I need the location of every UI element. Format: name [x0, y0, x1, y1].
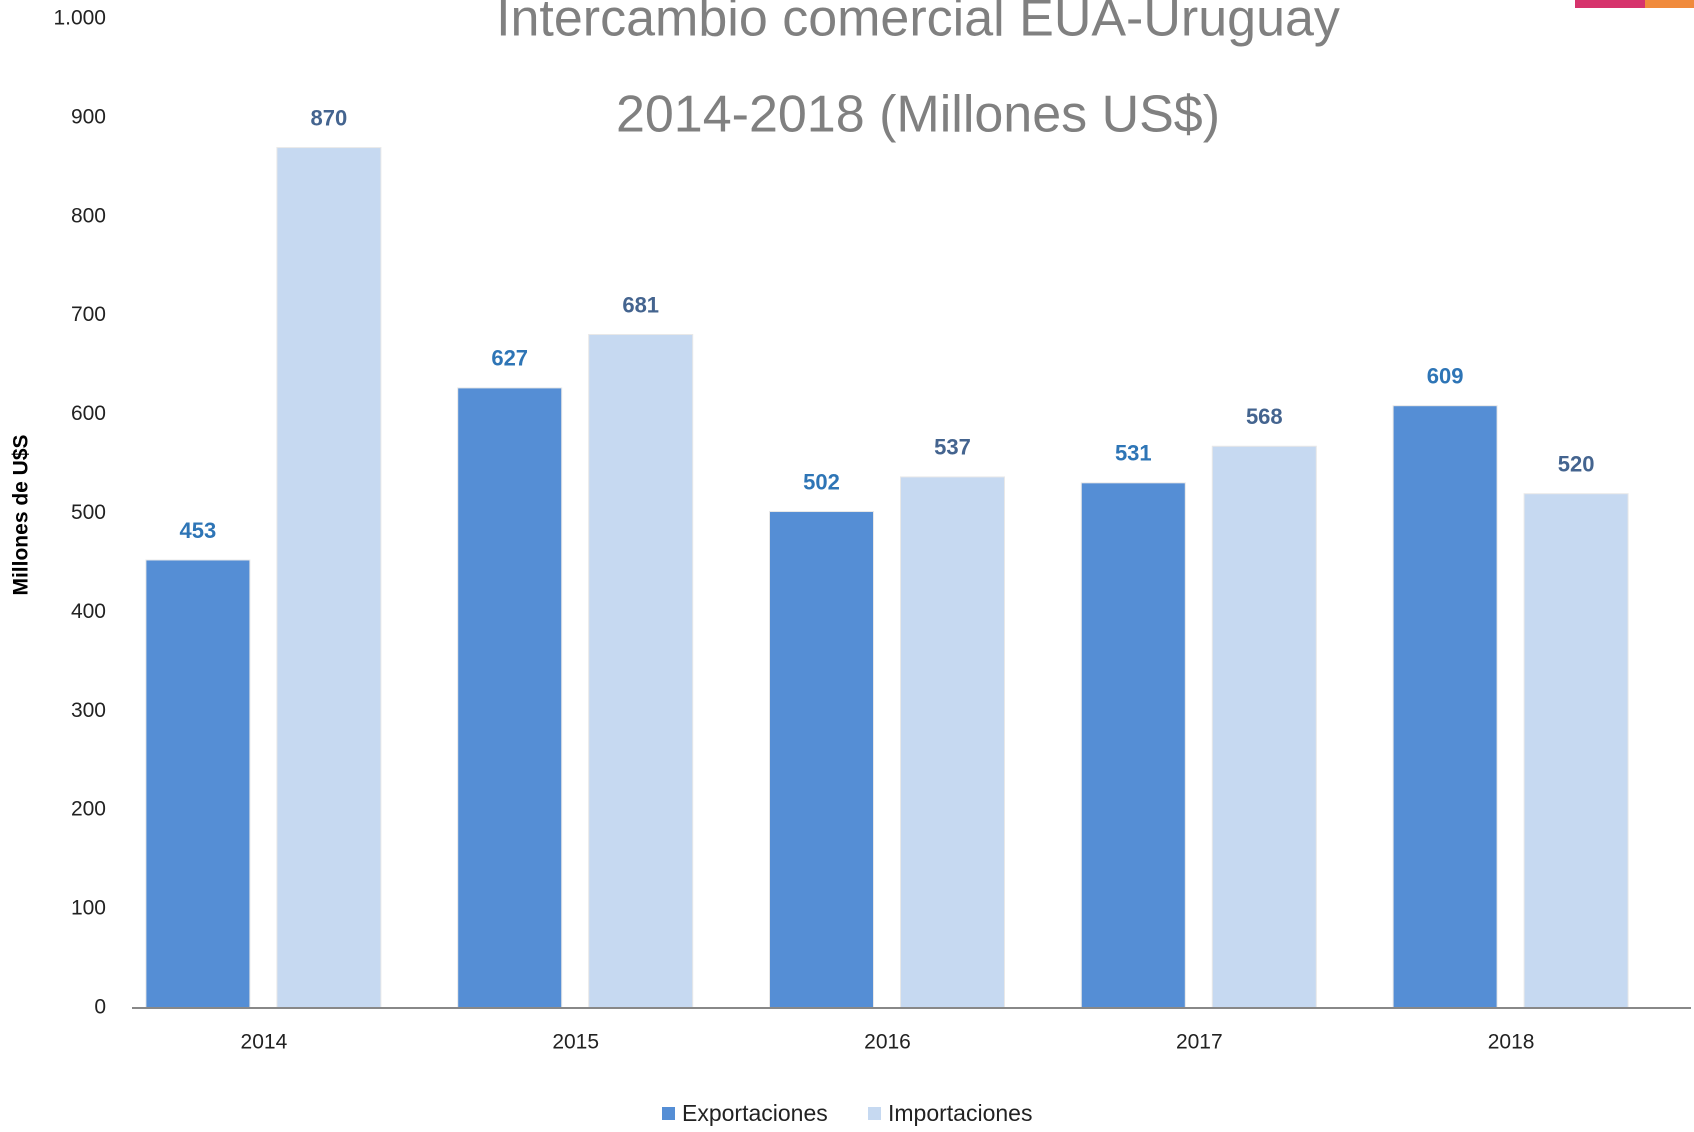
y-tick-label: 0	[94, 996, 106, 1019]
x-tick-label: 2014	[241, 1031, 288, 1054]
data-label: 502	[803, 469, 840, 494]
legend-label: Importaciones	[888, 1100, 1032, 1126]
data-label: 681	[622, 292, 659, 317]
bar	[1080, 482, 1186, 1009]
data-label: 870	[311, 105, 348, 130]
y-tick-label: 200	[71, 798, 106, 821]
x-tick-label: 2018	[1488, 1031, 1535, 1054]
logo-stripe	[1575, 0, 1645, 8]
bar	[457, 387, 563, 1009]
x-tick-label: 2016	[864, 1031, 911, 1054]
bar	[1392, 405, 1498, 1009]
y-tick-label: 600	[71, 402, 106, 425]
bar	[1523, 493, 1629, 1009]
bar	[145, 559, 251, 1009]
y-tick-label: 1.000	[53, 7, 106, 30]
y-tick-label: 100	[71, 897, 106, 920]
legend-swatch	[868, 1107, 881, 1120]
y-tick-label: 400	[71, 600, 106, 623]
bar	[1211, 445, 1317, 1009]
data-label: 453	[180, 518, 217, 543]
bar	[900, 476, 1005, 1009]
y-tick-label: 300	[71, 699, 106, 722]
legend-label: Exportaciones	[682, 1100, 828, 1126]
data-label: 531	[1115, 441, 1152, 466]
bar	[276, 147, 382, 1009]
x-tick-label: 2017	[1176, 1031, 1223, 1054]
chart-subtitle: 2014-2018 (Millones US$)	[616, 86, 1220, 144]
legend-swatch	[662, 1107, 675, 1120]
y-axis-label: Millones de U$S	[10, 434, 33, 595]
y-tick-label: 800	[71, 204, 106, 227]
logo-stripe	[1645, 0, 1694, 8]
y-tick-label: 900	[71, 105, 106, 128]
data-label: 627	[491, 346, 528, 371]
chart-title: Intercambio comercial EUA-Uruguay	[496, 0, 1340, 48]
data-label: 568	[1246, 404, 1283, 429]
x-tick-label: 2015	[552, 1031, 599, 1054]
data-label: 609	[1427, 364, 1464, 389]
bar	[588, 333, 694, 1009]
data-label: 537	[934, 435, 971, 460]
y-tick-label: 500	[71, 501, 106, 524]
data-label: 520	[1558, 452, 1595, 477]
y-tick-label: 700	[71, 303, 106, 326]
bar	[769, 511, 874, 1009]
